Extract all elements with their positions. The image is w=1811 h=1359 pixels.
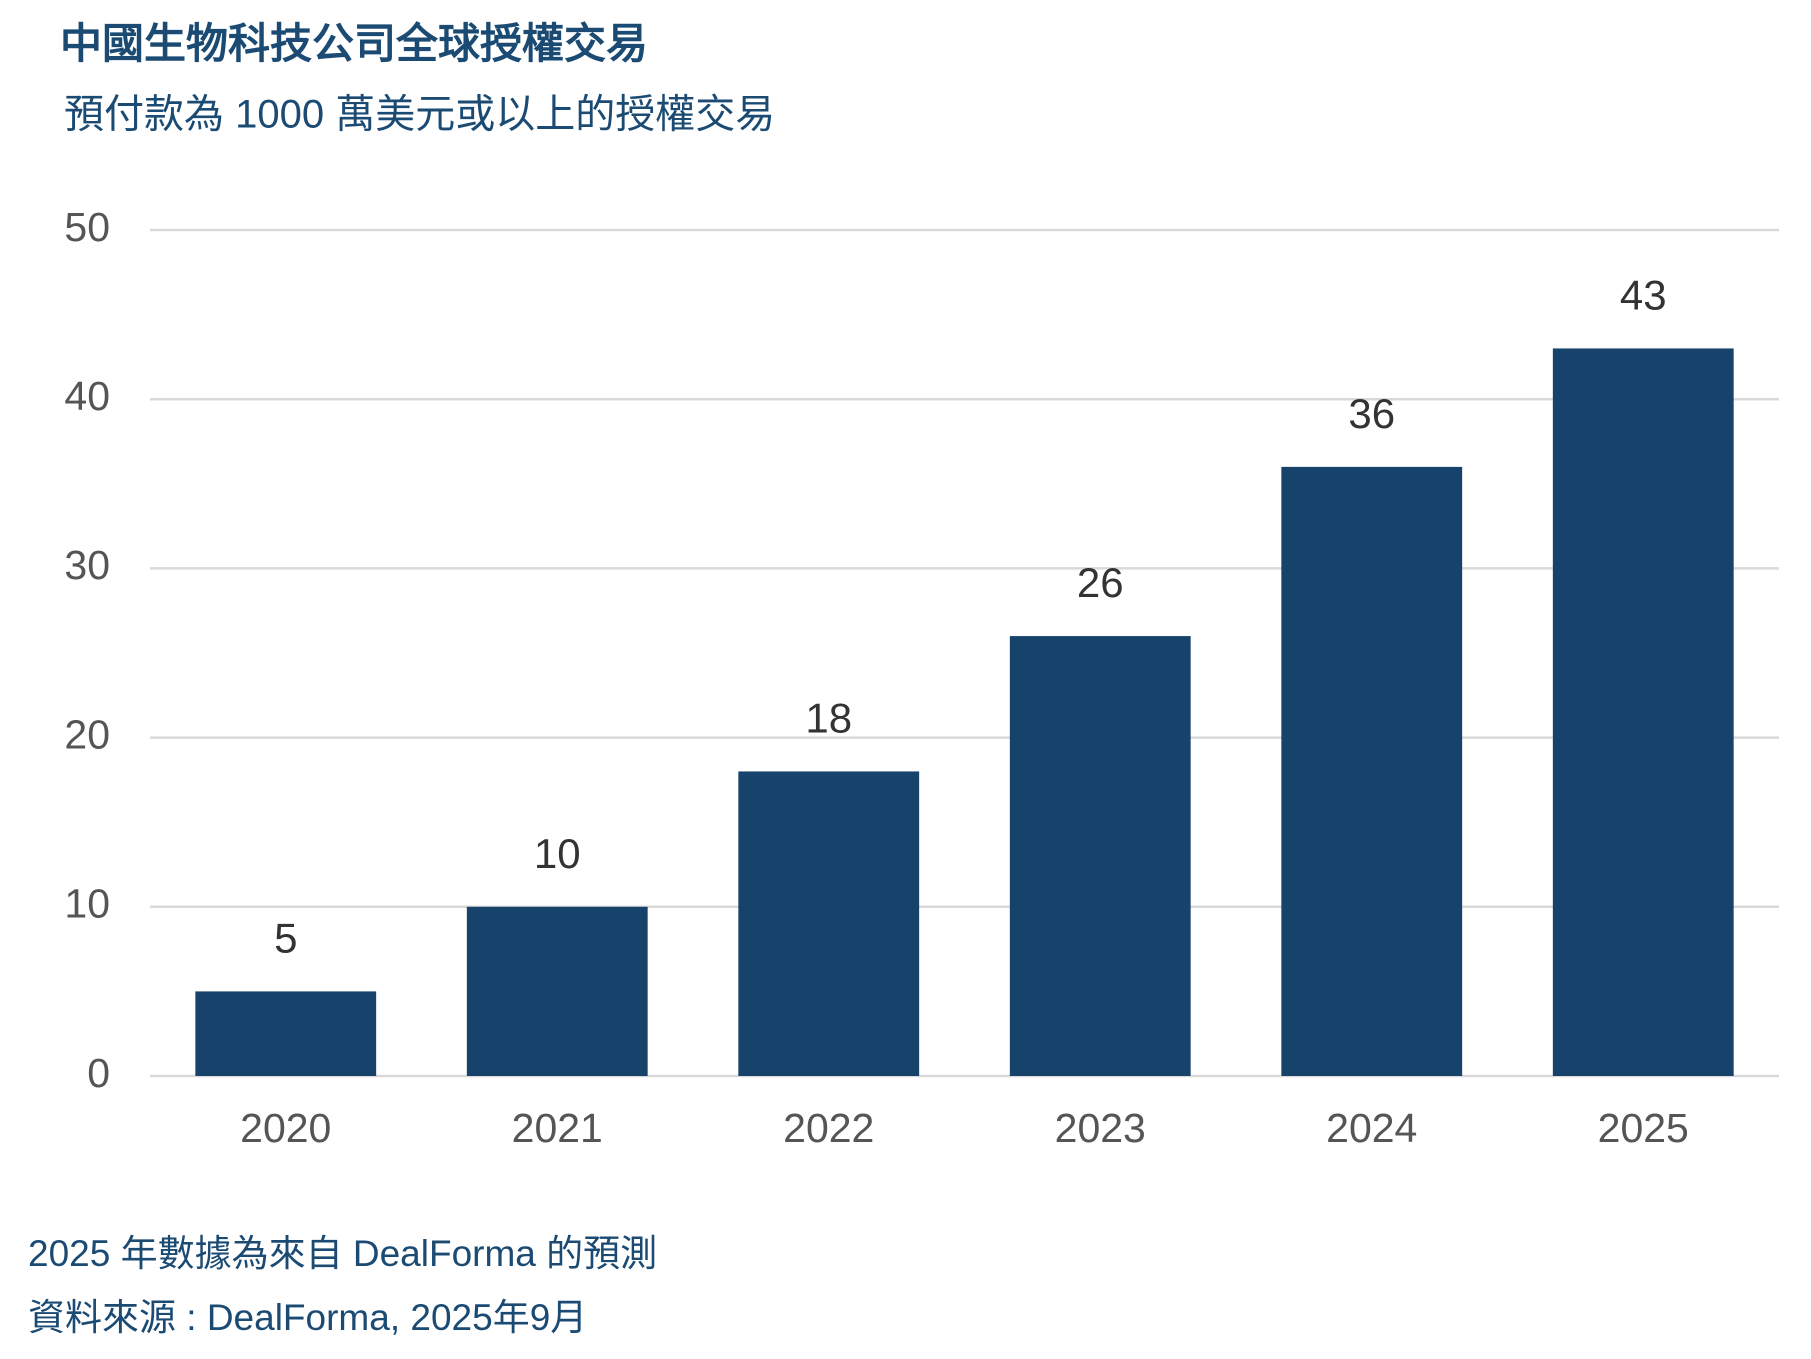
x-tick-label: 2023: [1055, 1105, 1146, 1151]
y-tick-label: 30: [64, 542, 110, 588]
value-label: 36: [1348, 390, 1395, 437]
y-tick-label: 20: [64, 711, 110, 757]
value-label: 5: [274, 914, 297, 961]
value-label: 43: [1620, 272, 1667, 319]
x-tick-label: 2021: [512, 1105, 603, 1151]
bar: [1552, 348, 1734, 1076]
chart-subtitle: 預付款為 1000 萬美元或以上的授權交易: [64, 93, 775, 137]
y-tick-label: 50: [64, 204, 110, 250]
bar: [466, 906, 648, 1076]
value-label: 18: [805, 695, 852, 742]
footnote: 資料來源 : DealForma, 2025年9月: [28, 1297, 587, 1338]
footnote: 2025 年數據為來自 DealForma 的預測: [28, 1233, 657, 1274]
y-tick-label: 40: [64, 373, 110, 419]
y-tick-label: 10: [64, 881, 110, 927]
value-label: 10: [534, 830, 581, 877]
bar: [195, 991, 377, 1076]
value-label: 26: [1077, 559, 1124, 606]
chart-title: 中國生物科技公司全球授權交易: [60, 20, 648, 67]
x-tick-label: 2020: [240, 1105, 331, 1151]
x-tick-label: 2024: [1326, 1105, 1417, 1151]
bar: [1281, 466, 1463, 1076]
bar: [738, 771, 920, 1076]
x-tick-label: 2025: [1598, 1105, 1689, 1151]
bar: [1009, 636, 1191, 1076]
x-tick-label: 2022: [783, 1105, 874, 1151]
y-tick-label: 0: [87, 1050, 110, 1096]
